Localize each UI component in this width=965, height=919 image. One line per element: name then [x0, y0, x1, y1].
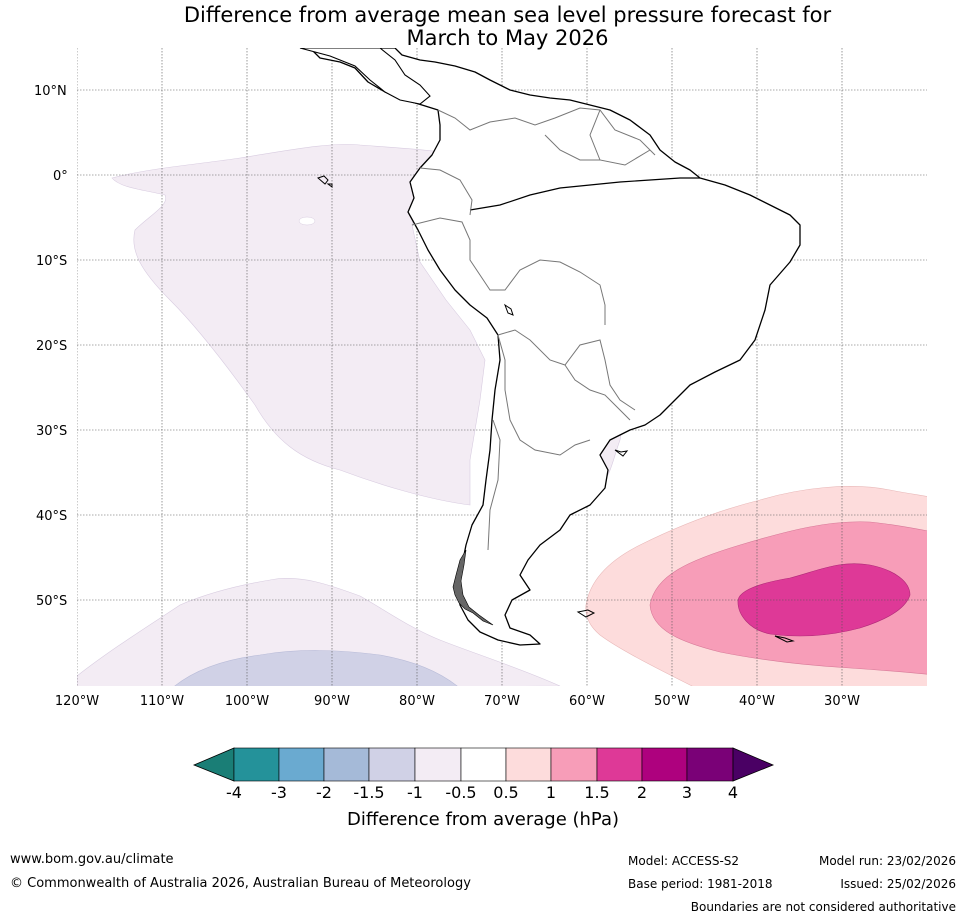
footer-model: Model: ACCESS-S2: [628, 854, 740, 868]
colorbar-tick: 1: [546, 783, 556, 802]
anomaly-area-minus-0.5-pacific: [111, 144, 486, 506]
lake-titicaca: [503, 303, 514, 316]
lat-label: 20°S: [36, 339, 67, 354]
lake-mirim: [614, 449, 629, 457]
south-georgia: [774, 635, 795, 643]
colorbar-tick: -0.5: [445, 783, 476, 802]
lon-label: 100°W: [225, 694, 269, 709]
lon-label: 90°W: [314, 694, 350, 709]
colorbar-swatch: [323, 747, 370, 782]
lat-label: 50°S: [36, 594, 67, 609]
footer-model-run: Model run: 23/02/2026: [818, 854, 956, 868]
south-america-coastline: [309, 48, 801, 646]
lon-label: 120°W: [55, 694, 99, 709]
colorbar-swatch: [641, 747, 688, 782]
falkland-islands: [576, 609, 596, 618]
colorbar-tick: -4: [226, 783, 242, 802]
colorbar-tick: 2: [637, 783, 647, 802]
lat-label: 0°: [53, 169, 68, 184]
country-borders: [411, 107, 656, 551]
footer-copyright: © Commonwealth of Australia 2026, Austra…: [10, 876, 471, 891]
colorbar-swatch: [550, 747, 598, 782]
footer-base-period: Base period: 1981-2018: [628, 877, 773, 891]
central-america-coastline: [299, 48, 431, 105]
colorbar-arrow-low: [192, 747, 235, 782]
amazon-river: [469, 177, 700, 211]
colorbar-label: Difference from average (hPa): [347, 809, 619, 830]
colorbar-tick: 0.5: [493, 783, 518, 802]
colorbar-tick: -1: [407, 783, 423, 802]
colorbar-tick: -2: [316, 783, 332, 802]
colorbar-tick: 4: [728, 783, 738, 802]
galapagos-islands: [317, 175, 333, 188]
colorbar-swatch: [278, 747, 325, 782]
colorbar-tick: 3: [682, 783, 692, 802]
lon-label: 80°W: [399, 694, 435, 709]
anomaly-area-minus-0.5-south: [77, 578, 561, 686]
lon-label: 110°W: [140, 694, 184, 709]
colorbar-swatch: [368, 747, 416, 782]
anomaly-area-minus-1-south: [174, 650, 458, 686]
lat-label: 30°S: [36, 424, 67, 439]
colorbar-swatch: [505, 747, 552, 782]
latitude-labels: 10°N 0° 10°S 20°S 30°S 40°S 50°S: [34, 84, 68, 609]
colorbar-swatch: [686, 747, 734, 782]
map-title-line1: Difference from average mean sea level p…: [183, 3, 832, 27]
chile-fjords: [452, 549, 494, 626]
colorbar-swatch: [414, 747, 462, 782]
anomaly-area-plus-1.5: [737, 563, 911, 637]
lon-label: 30°W: [824, 694, 860, 709]
colorbar-swatch: [596, 747, 643, 782]
colorbar-tick: -1.5: [353, 783, 384, 802]
lon-label: 60°W: [569, 694, 605, 709]
colorbar-swatch: [233, 747, 280, 782]
lon-label: 70°W: [484, 694, 520, 709]
lat-label: 10°S: [36, 254, 67, 269]
lat-label: 40°S: [36, 509, 67, 524]
colorbar-tick: -3: [271, 783, 287, 802]
lon-label: 40°W: [739, 694, 775, 709]
colorbar: -4 -3 -2 -1.5 -1 -0.5 0.5 1 1.5 2 3 4 Di…: [192, 747, 775, 830]
map-title: Difference from average mean sea level p…: [0, 4, 965, 50]
longitude-labels: 120°W 110°W 100°W 90°W 80°W 70°W 60°W 50…: [55, 694, 860, 709]
footer-disclaimer: Boundaries are not considered authoritat…: [690, 900, 956, 914]
lon-label: 50°W: [654, 694, 690, 709]
lat-label: 10°N: [34, 84, 67, 99]
colorbar-arrow-high: [732, 747, 775, 782]
colorbar-swatch: [460, 747, 507, 782]
map-title-line2: March to May 2026: [406, 26, 609, 50]
footer-issued: Issued: 25/02/2026: [840, 877, 956, 891]
colorbar-tick: 1.5: [584, 783, 609, 802]
footer-url[interactable]: www.bom.gov.au/climate: [10, 852, 174, 867]
